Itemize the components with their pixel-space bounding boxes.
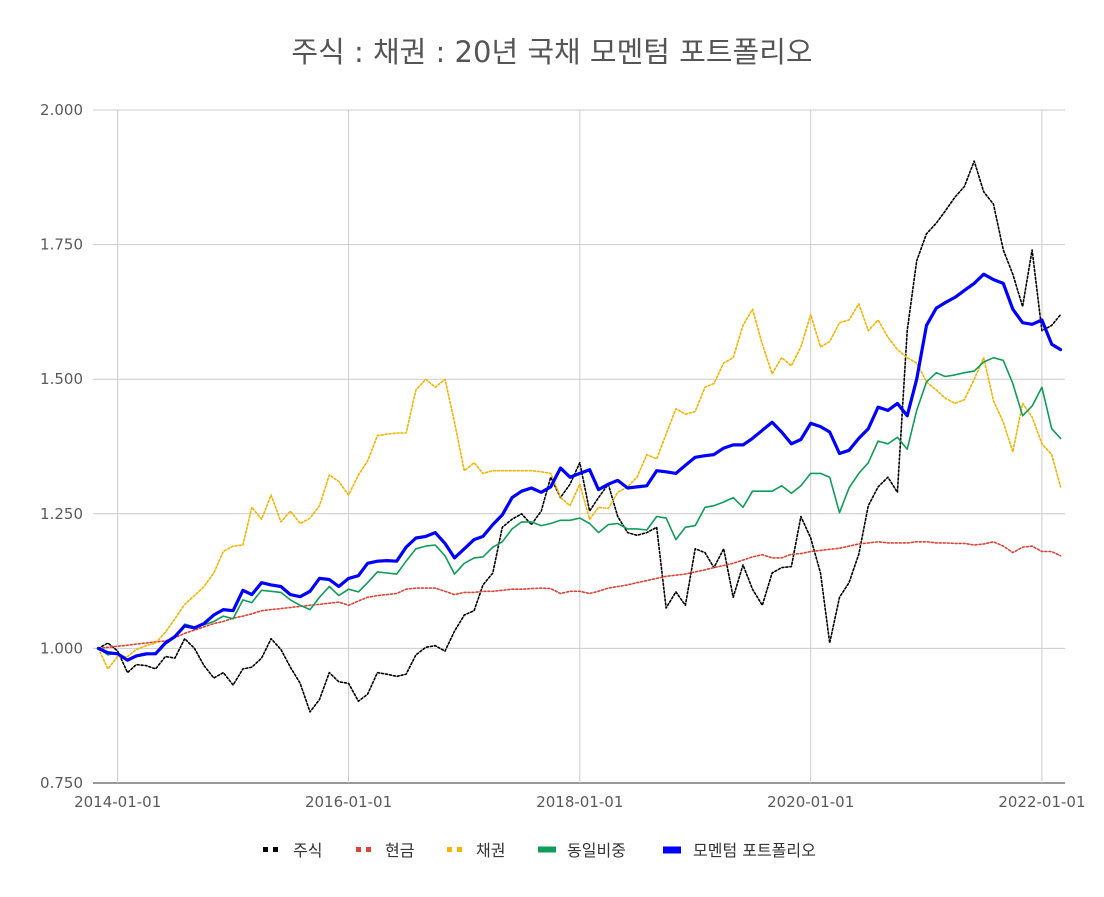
x-tick-label: 2018-01-01: [536, 793, 623, 811]
x-axis-ticks: 2014-01-01 2016-01-01 2018-01-01 2020-01-01…: [74, 793, 1085, 811]
legend-label-1: 현금: [385, 841, 414, 860]
legend-swatch-3: [538, 846, 556, 853]
grid: [93, 109, 1065, 784]
legend: 주식 현금 채권 동일비중 모멘텀 포트폴리오: [263, 841, 816, 860]
y-tick-label: 1.000: [40, 639, 83, 657]
legend-swatch-4: [663, 846, 681, 854]
y-tick-label: 0.750: [40, 774, 83, 792]
y-tick-label: 1.750: [40, 236, 83, 254]
x-tick-label: 2020-01-01: [767, 793, 854, 811]
legend-swatch-1: [356, 847, 371, 852]
legend-label-2: 채권: [476, 841, 505, 860]
series-layer: [96, 160, 1063, 713]
legend-label-0: 주식: [293, 841, 322, 860]
x-tick-label: 2022-01-01: [998, 793, 1085, 811]
y-tick-label: 1.500: [40, 370, 83, 388]
series-line-1: [97, 540, 1062, 650]
y-tick-label: 2.000: [40, 101, 83, 119]
series-line-3: [97, 356, 1062, 662]
series-line-2: [97, 302, 1062, 670]
y-axis-ticks: 0.750 1.000 1.250 1.500 1.750 2.000: [40, 101, 83, 792]
x-tick-label: 2016-01-01: [305, 793, 392, 811]
x-tick-label: 2014-01-01: [74, 793, 161, 811]
legend-swatch-2: [447, 847, 462, 852]
y-tick-label: 1.250: [40, 505, 83, 523]
legend-label-4: 모멘텀 포트폴리오: [693, 841, 816, 860]
legend-label-3: 동일비중: [567, 841, 626, 860]
series-line-0: [97, 160, 1062, 713]
series-line-4: [96, 272, 1063, 662]
legend-swatch-0: [263, 847, 278, 852]
chart-title: 주식 : 채권 : 20년 국채 모멘텀 포트폴리오: [291, 35, 812, 69]
